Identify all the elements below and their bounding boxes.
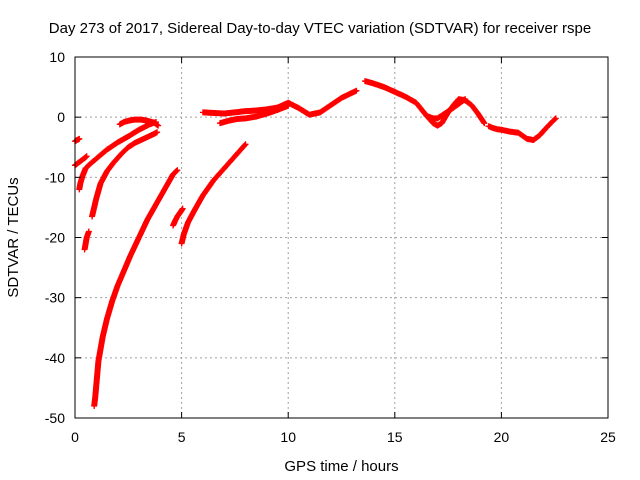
- y-tick-label: -20: [45, 230, 65, 246]
- y-tick-label: -50: [45, 410, 65, 426]
- series-arc5: [89, 129, 161, 220]
- series-arc4: [81, 228, 92, 253]
- data-point-markers: [89, 129, 161, 220]
- plot-frame: [74, 56, 609, 419]
- data-point-markers: [91, 167, 181, 409]
- series-arc9: [178, 141, 249, 247]
- x-tick-label: 10: [280, 429, 296, 445]
- series-arc12: [361, 78, 488, 129]
- x-tick-label: 25: [600, 429, 616, 445]
- data-point-markers: [178, 141, 249, 247]
- series-arc10: [199, 87, 360, 118]
- data-point-markers: [216, 102, 292, 127]
- data-point-markers: [76, 118, 160, 193]
- data-point-markers: [199, 87, 360, 118]
- x-tick-label: 5: [178, 429, 186, 445]
- chart-title: Day 273 of 2017, Sidereal Day-to-day VTE…: [48, 20, 592, 37]
- series-arc7: [116, 116, 162, 129]
- y-tick-label: -10: [45, 169, 65, 185]
- grid-lines: [75, 57, 608, 418]
- series-arc3: [76, 118, 160, 193]
- data-point-markers: [81, 228, 92, 253]
- y-tick-label: -40: [45, 350, 65, 366]
- y-axis-label: SDTVAR / TECUs: [5, 177, 22, 297]
- x-axis-label: GPS time / hours: [284, 458, 398, 475]
- data-point-markers: [72, 135, 83, 145]
- x-tick-label: 0: [71, 429, 79, 445]
- data-point-markers: [116, 116, 162, 129]
- data-point-markers: [170, 205, 186, 229]
- y-tick-label: 10: [49, 49, 65, 65]
- x-tick-label: 20: [494, 429, 510, 445]
- series-arc13: [423, 96, 469, 122]
- series-arc14: [485, 115, 559, 144]
- data-series: [72, 78, 559, 409]
- series-arc1: [72, 135, 83, 145]
- y-tick-label: -30: [45, 290, 65, 306]
- y-tick-label: 0: [57, 109, 65, 125]
- data-point-markers: [423, 96, 469, 122]
- data-point-markers: [485, 115, 559, 144]
- series-arc6: [91, 167, 181, 409]
- x-tick-label: 15: [387, 429, 403, 445]
- data-point-markers: [361, 78, 488, 129]
- series-arc8: [170, 205, 186, 229]
- series-arc11: [216, 102, 292, 127]
- axis-ticks: 0 5 10 15 20 25 10 0 -10 -20 -30 -40 -50: [45, 49, 616, 445]
